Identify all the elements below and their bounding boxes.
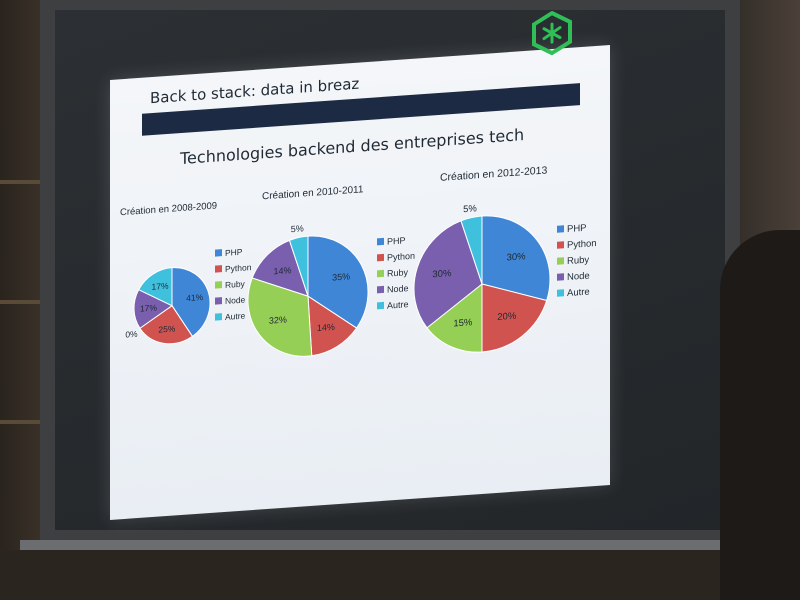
- legend-swatch: [377, 301, 384, 310]
- legend-swatch: [215, 297, 222, 305]
- legend-item: Node: [567, 270, 590, 283]
- legend-item: Ruby: [387, 267, 408, 278]
- pie-slice-ruby: [247, 277, 313, 357]
- legend-swatch: [377, 237, 384, 246]
- legend-item: PHP: [387, 235, 405, 246]
- slice-label: 15%: [453, 317, 473, 329]
- shelf: [0, 300, 60, 304]
- pie-slice-autre: [460, 215, 483, 285]
- legend-swatch: [557, 225, 564, 233]
- pie-slice-node: [413, 220, 483, 329]
- slice-label: 41%: [186, 292, 203, 303]
- audience-head: [720, 230, 800, 600]
- shelf: [0, 420, 60, 424]
- pie-slice-php: [307, 235, 369, 329]
- screen-bottom-bar: [20, 540, 780, 550]
- legend-swatch: [215, 249, 222, 257]
- shelf: [0, 180, 60, 184]
- slice-label: 32%: [269, 315, 287, 326]
- slice-label: 14%: [317, 322, 335, 333]
- chart-title: Création en 2010-2011: [262, 184, 364, 202]
- legend-swatch: [377, 253, 384, 262]
- pie-charts: Création en 2008-2009 41% 25% 0% 17% 17% PHP Py…: [120, 164, 597, 357]
- pie-slice-ruby: [426, 282, 483, 353]
- legend-item: PHP: [225, 247, 243, 258]
- legend-item: Ruby: [225, 279, 246, 290]
- legend-item: PHP: [567, 223, 587, 235]
- legend-item: Autre: [567, 286, 590, 299]
- legend-swatch: [557, 273, 564, 281]
- pie-slice-python: [481, 283, 548, 353]
- legend-item: Node: [387, 283, 408, 294]
- pie-slice-autre: [138, 267, 173, 307]
- legend-swatch: [215, 281, 222, 289]
- slide: Back to stack: data in breaz Technologie…: [110, 0, 620, 521]
- slice-label: 35%: [332, 271, 350, 282]
- legend-item: Ruby: [567, 254, 589, 267]
- chart-title: Création en 2008-2009: [120, 201, 217, 219]
- slice-label: 5%: [463, 203, 477, 215]
- legend-item: Node: [225, 295, 246, 306]
- legend-item: Autre: [225, 311, 246, 322]
- floor-background: [0, 550, 800, 600]
- legend-swatch: [557, 289, 564, 297]
- slice-label: 17%: [152, 281, 169, 292]
- legend-item: Python: [387, 251, 415, 263]
- slice-label: 25%: [158, 323, 175, 334]
- legend-swatch: [557, 241, 564, 249]
- pie-slice-php: [481, 215, 551, 302]
- legend-swatch: [557, 257, 564, 265]
- legend-swatch: [377, 269, 384, 278]
- pie-slice-python: [139, 304, 194, 345]
- slice-label: 0%: [125, 329, 138, 340]
- legend-swatch: [377, 285, 384, 294]
- chart-title: Création en 2012-2013: [440, 164, 547, 183]
- legend-item: Python: [225, 262, 252, 274]
- slice-label: 5%: [291, 223, 304, 234]
- legend-item: Autre: [387, 299, 408, 310]
- slice-label: 17%: [140, 302, 157, 313]
- slice-label: 30%: [432, 268, 452, 280]
- asterisk-hexagon-icon: [532, 10, 572, 56]
- legend-swatch: [215, 265, 222, 273]
- slice-label: 20%: [497, 311, 517, 323]
- legend-swatch: [215, 313, 222, 321]
- slice-label: 14%: [274, 265, 292, 276]
- slice-label: 30%: [507, 251, 527, 263]
- legend-item: Python: [567, 238, 597, 251]
- pie-slice-autre: [288, 235, 309, 297]
- pie-slice-python: [307, 295, 358, 357]
